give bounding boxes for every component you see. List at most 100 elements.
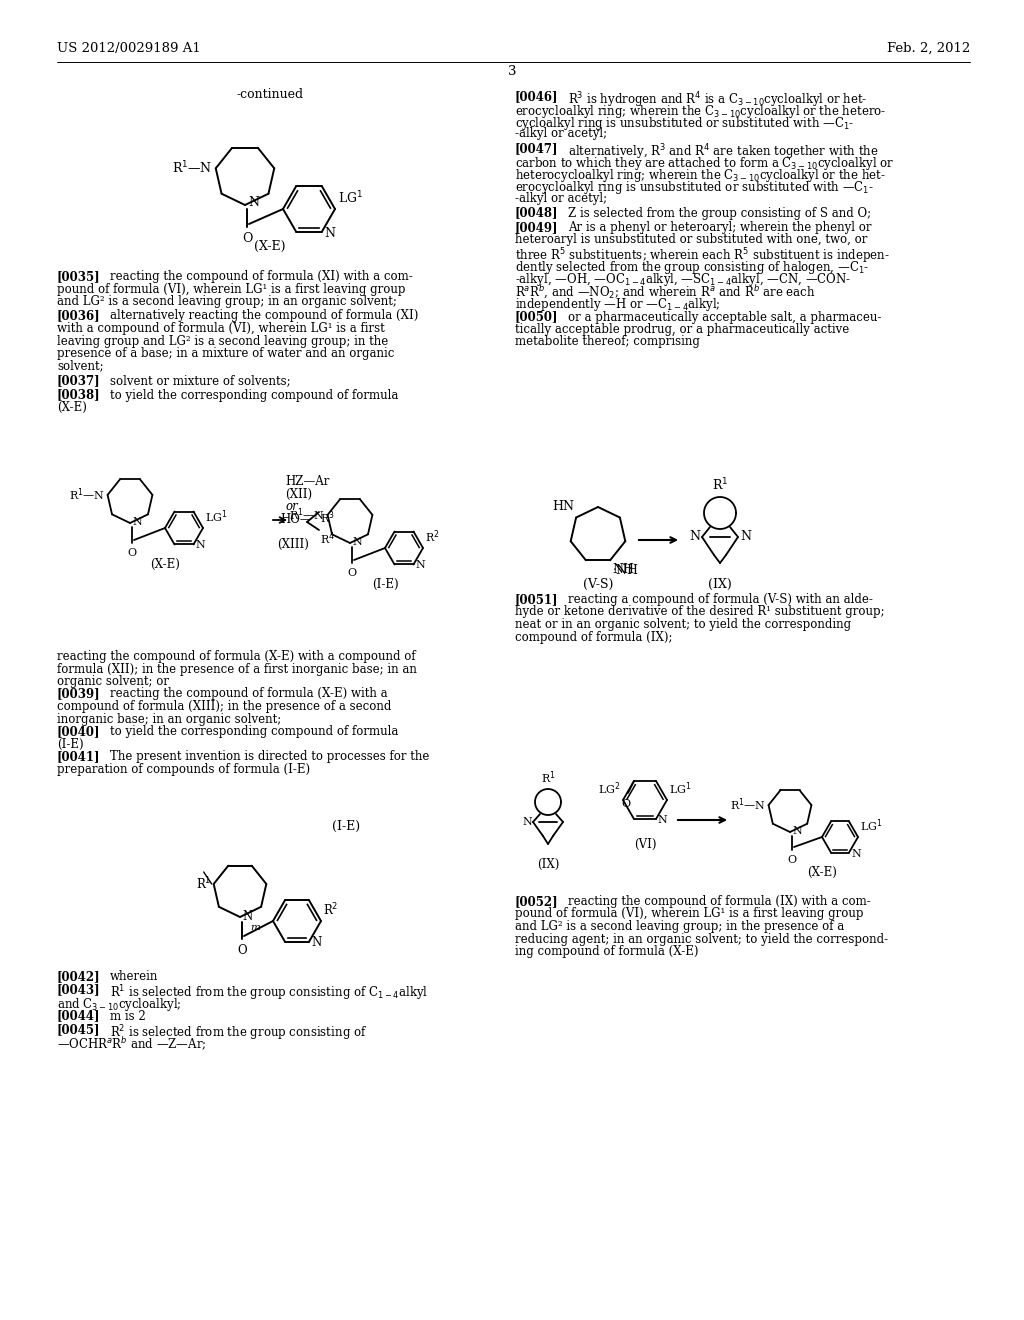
Text: independently —H or —C$_{1-4}$alkyl;: independently —H or —C$_{1-4}$alkyl; (515, 296, 721, 313)
Text: [0036]: [0036] (57, 309, 100, 322)
Text: N: N (416, 561, 425, 570)
Text: -alkyl, —OH, —OC$_{1-4}$alkyl, —SC$_{1-4}$alkyl, —CN, —CON-: -alkyl, —OH, —OC$_{1-4}$alkyl, —SC$_{1-4… (515, 271, 851, 288)
Text: [0038]: [0038] (57, 388, 100, 401)
Text: pound of formula (VI), wherein LG¹ is a first leaving group: pound of formula (VI), wherein LG¹ is a … (57, 282, 406, 296)
Text: [0035]: [0035] (57, 271, 100, 282)
Text: reducing agent; in an organic solvent; to yield the correspond-: reducing agent; in an organic solvent; t… (515, 932, 888, 945)
Text: R$^3$: R$^3$ (319, 510, 335, 525)
Text: Z is selected from the group consisting of S and O;: Z is selected from the group consisting … (568, 206, 871, 219)
Text: Ar is a phenyl or heteroaryl; wherein the phenyl or: Ar is a phenyl or heteroaryl; wherein th… (568, 220, 871, 234)
Text: tically acceptable prodrug, or a pharmaceutically active: tically acceptable prodrug, or a pharmac… (515, 323, 849, 337)
Text: (X-E): (X-E) (151, 558, 180, 572)
Text: three R$^5$ substituents; wherein each R$^5$ substituent is indepen-: three R$^5$ substituents; wherein each R… (515, 246, 890, 265)
Text: N: N (522, 817, 532, 828)
Text: $\cdot$NH: $\cdot$NH (612, 564, 639, 577)
Text: R$^1$—N: R$^1$—N (730, 797, 767, 813)
Text: reacting the compound of formula (XI) with a com-: reacting the compound of formula (XI) wi… (110, 271, 413, 282)
Text: -continued: -continued (237, 88, 303, 102)
Text: O: O (787, 855, 797, 865)
Text: wherein: wherein (110, 970, 159, 983)
Text: HN: HN (552, 499, 574, 512)
Text: solvent;: solvent; (57, 359, 103, 372)
Text: N: N (740, 531, 751, 544)
Text: LG$^1$: LG$^1$ (205, 508, 227, 525)
Text: dently selected from the group consisting of halogen, —C$_1$-: dently selected from the group consistin… (515, 259, 869, 276)
Text: -alkyl or acetyl;: -alkyl or acetyl; (515, 128, 607, 140)
Text: reacting the compound of formula (X-E) with a compound of: reacting the compound of formula (X-E) w… (57, 649, 416, 663)
Text: R$^1$—N: R$^1$—N (172, 160, 213, 177)
Text: formula (XII); in the presence of a first inorganic base; in an: formula (XII); in the presence of a firs… (57, 663, 417, 676)
Text: N: N (657, 814, 667, 825)
Text: HO—: HO— (280, 513, 311, 525)
Text: (IX): (IX) (709, 578, 732, 591)
Text: cycloalkyl ring is unsubstituted or substituted with —C$_1$-: cycloalkyl ring is unsubstituted or subs… (515, 115, 854, 132)
Text: (I-E): (I-E) (57, 738, 84, 751)
Text: [0046]: [0046] (515, 90, 558, 103)
Text: presence of a base; in a mixture of water and an organic: presence of a base; in a mixture of wate… (57, 347, 394, 360)
Text: [0037]: [0037] (57, 374, 100, 387)
Text: leaving group and LG² is a second leaving group; in the: leaving group and LG² is a second leavin… (57, 334, 388, 347)
Text: compound of formula (XIII); in the presence of a second: compound of formula (XIII); in the prese… (57, 700, 391, 713)
Text: O: O (242, 232, 252, 246)
Text: -alkyl or acetyl;: -alkyl or acetyl; (515, 191, 607, 205)
Text: N: N (132, 517, 141, 527)
Text: to yield the corresponding compound of formula: to yield the corresponding compound of f… (110, 388, 398, 401)
Text: [0039]: [0039] (57, 688, 100, 701)
Text: or a pharmaceutically acceptable salt, a pharmaceu-: or a pharmaceutically acceptable salt, a… (568, 310, 882, 323)
Text: [0045]: [0045] (57, 1023, 100, 1036)
Text: Feb. 2, 2012: Feb. 2, 2012 (887, 42, 970, 55)
Text: with a compound of formula (VI), wherein LG¹ is a first: with a compound of formula (VI), wherein… (57, 322, 385, 335)
Text: and C$_{3-10}$cycloalkyl;: and C$_{3-10}$cycloalkyl; (57, 997, 181, 1012)
Text: (X-E): (X-E) (807, 866, 837, 879)
Text: [0049]: [0049] (515, 220, 558, 234)
Text: [0042]: [0042] (57, 970, 100, 983)
Text: preparation of compounds of formula (I-E): preparation of compounds of formula (I-E… (57, 763, 310, 776)
Text: R$^1$—N: R$^1$—N (290, 507, 326, 523)
Text: R$^3$ is hydrogen and R$^4$ is a C$_{3-10}$cycloalkyl or het-: R$^3$ is hydrogen and R$^4$ is a C$_{3-1… (568, 90, 867, 110)
Text: ing compound of formula (X-E): ing compound of formula (X-E) (515, 945, 698, 958)
Text: O: O (347, 568, 356, 578)
Text: [0051]: [0051] (515, 593, 558, 606)
Text: to yield the corresponding compound of formula: to yield the corresponding compound of f… (110, 725, 398, 738)
Text: LG$^1$: LG$^1$ (338, 189, 364, 206)
Text: [0044]: [0044] (57, 1010, 100, 1023)
Text: LG$^1$: LG$^1$ (669, 780, 691, 797)
Text: N: N (311, 936, 322, 949)
Text: m is 2: m is 2 (110, 1010, 145, 1023)
Text: (XIII): (XIII) (278, 539, 309, 550)
Text: [0043]: [0043] (57, 983, 100, 997)
Text: N: N (792, 826, 802, 836)
Text: carbon to which they are attached to form a C$_{3-10}$cycloalkyl or: carbon to which they are attached to for… (515, 154, 894, 172)
Text: R$^1$: R$^1$ (541, 770, 555, 785)
Text: O: O (127, 548, 136, 558)
Text: [0048]: [0048] (515, 206, 558, 219)
Text: heterocycloalkyl ring; wherein the C$_{3-10}$cycloalkyl or the het-: heterocycloalkyl ring; wherein the C$_{3… (515, 168, 886, 183)
Text: (IX): (IX) (537, 858, 559, 871)
Text: NH: NH (612, 564, 634, 577)
Text: R$^4$: R$^4$ (319, 531, 335, 546)
Text: N: N (689, 531, 700, 544)
Text: N: N (324, 227, 335, 240)
Text: and LG² is a second leaving group; in an organic solvent;: and LG² is a second leaving group; in an… (57, 294, 397, 308)
Text: [0041]: [0041] (57, 750, 100, 763)
Text: heteroaryl is unsubstituted or substituted with one, two, or: heteroaryl is unsubstituted or substitut… (515, 234, 867, 247)
Text: N: N (196, 540, 205, 550)
Text: R$^2$ is selected from the group consisting of: R$^2$ is selected from the group consist… (110, 1023, 368, 1043)
Text: R$^1$: R$^1$ (197, 875, 212, 892)
Text: inorganic base; in an organic solvent;: inorganic base; in an organic solvent; (57, 713, 282, 726)
Text: [0050]: [0050] (515, 310, 558, 323)
Text: N: N (851, 849, 861, 858)
Text: (XII): (XII) (285, 488, 312, 502)
Text: R$^2$: R$^2$ (323, 902, 338, 917)
Text: [0040]: [0040] (57, 725, 100, 738)
Text: R$^1$: R$^1$ (712, 477, 728, 492)
Text: (I-E): (I-E) (332, 820, 360, 833)
Text: reacting a compound of formula (V-S) with an alde-: reacting a compound of formula (V-S) wit… (568, 593, 872, 606)
Text: metabolite thereof; comprising: metabolite thereof; comprising (515, 335, 699, 348)
Text: reacting the compound of formula (IX) with a com-: reacting the compound of formula (IX) wi… (568, 895, 870, 908)
Text: US 2012/0029189 A1: US 2012/0029189 A1 (57, 42, 201, 55)
Text: (X-E): (X-E) (254, 240, 286, 253)
Text: N: N (242, 909, 252, 923)
Text: O: O (622, 799, 631, 809)
Text: The present invention is directed to processes for the: The present invention is directed to pro… (110, 750, 429, 763)
